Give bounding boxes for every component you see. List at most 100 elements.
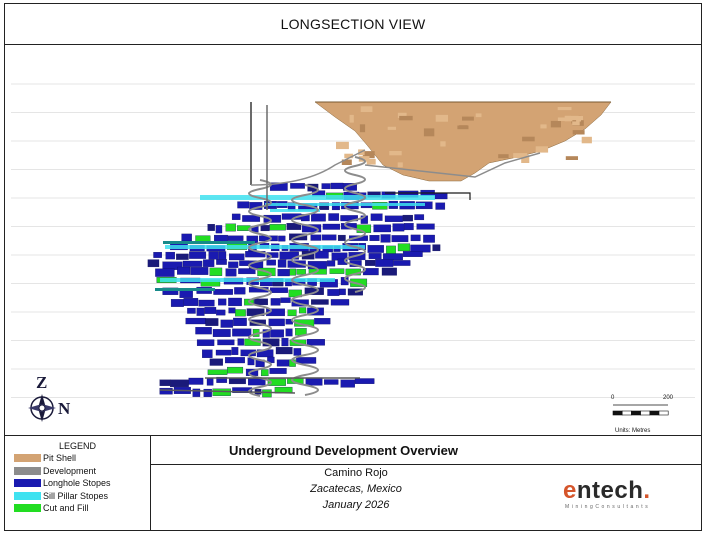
pit-shell-outline — [314, 101, 612, 182]
compass-rose-icon: ZN — [28, 373, 71, 422]
legend-item: Pit Shell — [5, 452, 150, 465]
stope-block — [187, 307, 196, 314]
stope-block — [285, 328, 293, 337]
stope-block — [218, 251, 227, 260]
stope-block — [410, 234, 421, 242]
pit-shell-bench — [341, 159, 352, 165]
stope-block — [276, 359, 290, 367]
swatch-icon — [14, 454, 41, 463]
scale-bar: 0 200 Units: Metres — [611, 395, 674, 434]
stope-block — [188, 377, 204, 385]
stope-block — [326, 260, 336, 267]
stope-block — [410, 244, 431, 253]
legend-item: Sill Pillar Stopes — [5, 490, 150, 503]
stope-block — [290, 183, 305, 189]
stope-block — [228, 297, 242, 307]
stope-block — [277, 259, 287, 268]
swatch-icon — [14, 491, 41, 500]
stope-block — [207, 224, 215, 231]
stope-block — [231, 213, 241, 220]
stope-block — [228, 377, 246, 385]
stope-block — [183, 298, 199, 306]
logo-wordmark: entech. — [563, 479, 688, 503]
stope-block — [254, 298, 268, 306]
level-drive — [159, 389, 296, 394]
legend-item-label: Development — [43, 465, 97, 476]
stope-block — [287, 260, 306, 268]
legend-item: Longhole Stopes — [5, 477, 150, 490]
stope-block — [209, 358, 223, 366]
swatch-icon — [14, 479, 41, 488]
stope-block — [192, 388, 201, 397]
stope-block — [340, 379, 355, 388]
pit-shell-bench — [522, 136, 535, 142]
logo-tagline: MiningConsultants — [565, 504, 651, 510]
info-panel: Underground Development Overview Camino … — [151, 436, 701, 531]
stope-block — [266, 252, 279, 258]
stope-block — [306, 339, 325, 346]
pit-shell-bench — [521, 155, 530, 163]
scale-segment — [649, 410, 660, 416]
stope-block — [179, 289, 193, 298]
stope-block — [209, 267, 223, 276]
sill-pillar-stope — [270, 209, 320, 212]
stope-block — [330, 182, 344, 190]
stope-block — [231, 347, 239, 355]
stope-block — [301, 224, 322, 233]
sill-pillar-stope — [165, 245, 365, 249]
swatch-icon — [14, 466, 41, 475]
stope-block — [291, 299, 309, 307]
stope-block — [170, 379, 189, 388]
pit-shell-bench — [576, 117, 581, 122]
stope-block — [196, 339, 215, 346]
stope-block — [321, 183, 331, 190]
stope-block — [391, 235, 409, 243]
stope-block — [293, 348, 302, 356]
stope-block — [435, 202, 446, 210]
stope-block — [311, 299, 329, 305]
stope-block — [229, 253, 245, 261]
sill-pillar-stope — [155, 288, 215, 291]
scale-segment — [612, 410, 623, 416]
stope-block — [296, 357, 317, 364]
stope-block — [367, 245, 384, 253]
stope-block — [393, 260, 411, 266]
stope-block — [322, 234, 337, 241]
stope-block — [414, 214, 425, 221]
stope-block — [329, 268, 345, 274]
stope-block — [432, 244, 441, 252]
pit-shell-bench — [344, 153, 354, 159]
stope-block — [307, 261, 327, 269]
access-drive — [364, 152, 541, 178]
north-label: N — [58, 399, 71, 418]
stope-block — [212, 329, 231, 337]
compass-hub — [38, 404, 46, 412]
stope-block — [159, 379, 171, 386]
stope-block — [208, 251, 219, 260]
pit-shell-bench — [423, 128, 435, 137]
pit-shell-bench — [498, 154, 509, 159]
stope-block — [220, 319, 234, 328]
stope-block — [262, 389, 272, 398]
stope-block — [182, 260, 203, 267]
legend-item: Cut and Fill — [5, 502, 150, 515]
pit-shell-bench — [475, 113, 482, 118]
stope-block — [380, 234, 391, 243]
stope-block — [235, 309, 246, 317]
stope-block — [392, 223, 405, 232]
stope-block — [215, 349, 232, 356]
stope-block — [262, 329, 270, 338]
stope-block — [225, 223, 236, 232]
stope-block — [232, 387, 253, 393]
pit-shell-bench — [366, 158, 376, 165]
stope-block — [198, 299, 215, 307]
stope-block — [162, 287, 179, 295]
sill-pillar-stope — [160, 278, 335, 282]
scale-segment — [658, 410, 669, 416]
pit-shell-bench — [459, 125, 468, 129]
legend-item-label: Longhole Stopes — [43, 478, 111, 489]
stope-block — [215, 225, 223, 234]
stope-block — [331, 202, 340, 211]
